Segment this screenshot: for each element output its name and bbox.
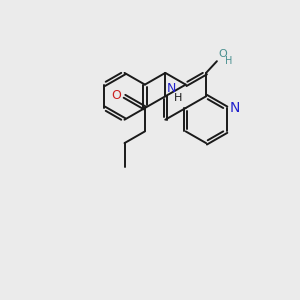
Text: O: O xyxy=(111,89,121,102)
Text: H: H xyxy=(174,93,183,103)
Text: N: N xyxy=(230,101,241,115)
Text: O: O xyxy=(219,50,227,59)
Text: N: N xyxy=(167,82,176,95)
Text: H: H xyxy=(225,56,233,66)
